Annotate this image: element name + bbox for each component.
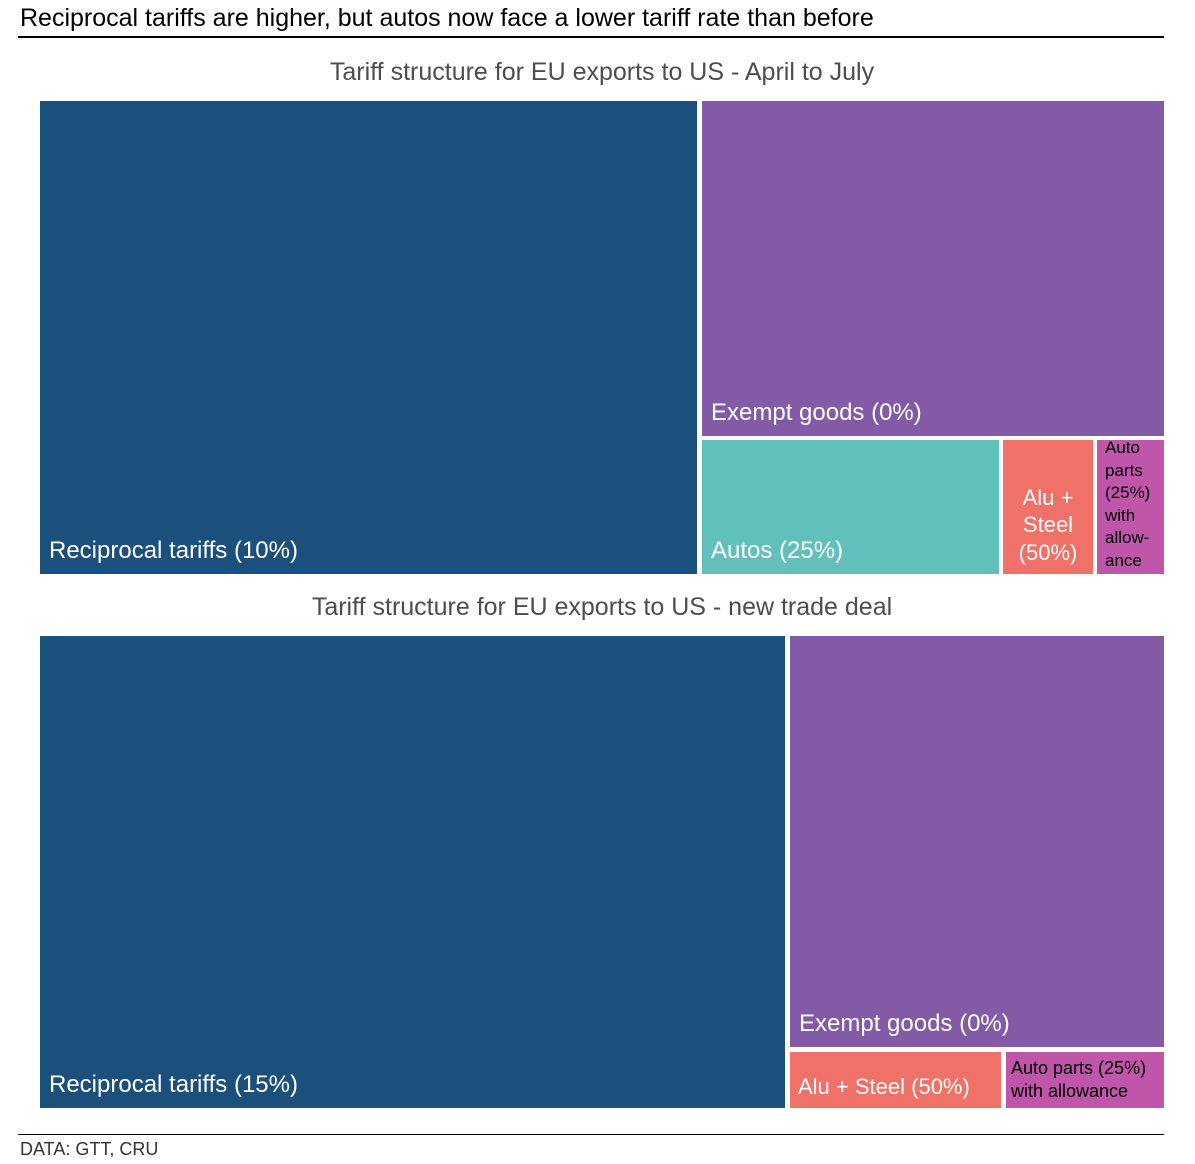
tile-reciprocal-tariffs-15: Reciprocal tariffs (15%) xyxy=(40,636,785,1108)
headline: Reciprocal tariffs are higher, but autos… xyxy=(20,4,874,32)
tile-exempt-goods: Exempt goods (0%) xyxy=(790,636,1164,1047)
tile-label: Exempt goods (0%) xyxy=(711,399,922,426)
tile-label: Auto parts (25%) with allow- ance xyxy=(1105,438,1151,570)
bottom-rule xyxy=(18,1134,1164,1135)
tile-label: Reciprocal tariffs (10%) xyxy=(49,537,298,564)
tile-autos-25: Autos (25%) xyxy=(702,440,999,574)
tile-alu-steel-50: Alu + Steel (50%) xyxy=(1003,440,1093,574)
chart-1-title: Tariff structure for EU exports to US - … xyxy=(329,58,875,86)
tile-label: Exempt goods (0%) xyxy=(799,1010,1010,1037)
tile-label: Reciprocal tariffs (15%) xyxy=(49,1071,298,1098)
source-note: DATA: GTT, CRU xyxy=(20,1139,159,1159)
tile-label: Alu + Steel (50%) xyxy=(1018,484,1078,565)
tile-label: Alu + Steel (50%) xyxy=(798,1073,970,1099)
treemap-april-to-july: Reciprocal tariffs (10%) Exempt goods (0… xyxy=(40,101,1164,574)
tile-reciprocal-tariffs-10: Reciprocal tariffs (10%) xyxy=(40,101,697,574)
tile-exempt-goods: Exempt goods (0%) xyxy=(702,101,1164,436)
tile-auto-parts-allowance: Auto parts (25%) with allowance xyxy=(1006,1052,1164,1108)
chart-2-title: Tariff structure for EU exports to US - … xyxy=(311,593,893,621)
tile-auto-parts-allowance: Auto parts (25%) with allow- ance xyxy=(1097,438,1164,574)
top-rule xyxy=(18,36,1164,38)
tile-label: Auto parts (25%) with allowance xyxy=(1011,1058,1147,1101)
tile-alu-steel-50: Alu + Steel (50%) xyxy=(790,1052,1001,1108)
tile-label: Autos (25%) xyxy=(711,537,844,564)
treemap-new-trade-deal: Reciprocal tariffs (15%) Exempt goods (0… xyxy=(40,636,1164,1108)
